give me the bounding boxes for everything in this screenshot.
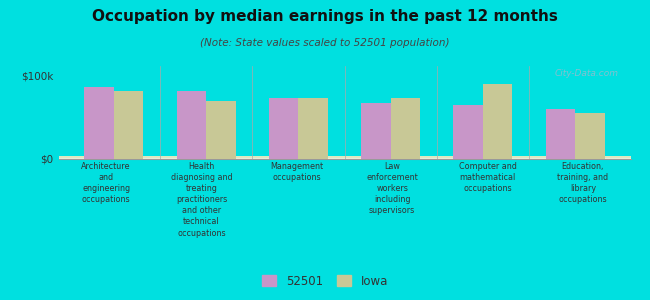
Bar <box>58 157 630 158</box>
Bar <box>58 156 630 158</box>
Bar <box>575 113 604 159</box>
Bar <box>58 157 630 158</box>
Bar <box>58 156 630 158</box>
Bar <box>58 157 630 158</box>
Text: Management
occupations: Management occupations <box>270 162 324 182</box>
Bar <box>58 158 630 159</box>
Bar <box>58 157 630 159</box>
Bar <box>58 157 630 158</box>
Bar <box>58 156 630 158</box>
Bar <box>391 98 420 159</box>
Bar <box>58 157 630 159</box>
Bar <box>58 157 630 159</box>
Text: City-Data.com: City-Data.com <box>555 69 619 78</box>
Bar <box>453 105 483 159</box>
Bar <box>58 157 630 158</box>
Bar <box>58 156 630 158</box>
Bar <box>58 156 630 158</box>
Bar <box>58 157 630 158</box>
Bar <box>58 156 630 158</box>
Bar <box>58 157 630 159</box>
Bar <box>58 156 630 158</box>
Bar <box>58 157 630 158</box>
Bar <box>58 157 630 158</box>
Bar <box>545 109 575 159</box>
Bar <box>58 157 630 159</box>
Bar <box>58 157 630 158</box>
Bar <box>58 156 630 158</box>
Text: (Note: State values scaled to 52501 population): (Note: State values scaled to 52501 popu… <box>200 38 450 47</box>
Bar <box>298 98 328 159</box>
Bar <box>58 156 630 158</box>
Bar <box>58 157 630 158</box>
Bar <box>206 101 236 159</box>
Bar <box>58 157 630 158</box>
Bar <box>58 157 630 159</box>
Bar <box>58 157 630 159</box>
Text: Computer and
mathematical
occupations: Computer and mathematical occupations <box>458 162 517 193</box>
Bar <box>483 84 512 159</box>
Bar <box>58 156 630 158</box>
Bar <box>58 156 630 158</box>
Bar <box>58 157 630 159</box>
Text: Law
enforcement
workers
including
supervisors: Law enforcement workers including superv… <box>367 162 418 215</box>
Bar <box>58 157 630 158</box>
Bar <box>58 157 630 159</box>
Bar <box>58 157 630 159</box>
Bar <box>58 157 630 158</box>
Bar <box>58 156 630 158</box>
Bar <box>58 156 630 158</box>
Bar <box>114 91 144 159</box>
Bar <box>58 158 630 159</box>
Bar <box>58 157 630 158</box>
Bar <box>58 156 630 158</box>
Text: Education,
training, and
library
occupations: Education, training, and library occupat… <box>557 162 608 204</box>
Bar <box>58 157 630 158</box>
Bar <box>58 157 630 158</box>
Bar <box>58 156 630 158</box>
Legend: 52501, Iowa: 52501, Iowa <box>259 271 391 291</box>
Bar <box>269 98 298 159</box>
Text: Architecture
and
engineering
occupations: Architecture and engineering occupations <box>81 162 131 204</box>
Bar <box>58 157 630 158</box>
Bar <box>58 157 630 158</box>
Bar <box>361 103 391 159</box>
Bar <box>58 156 630 158</box>
Text: Health
diagnosing and
treating
practitioners
and other
technical
occupations: Health diagnosing and treating practitio… <box>171 162 232 238</box>
Bar <box>58 157 630 158</box>
Bar <box>58 157 630 159</box>
Bar <box>58 157 630 158</box>
Bar <box>58 157 630 159</box>
Bar <box>58 156 630 158</box>
Bar <box>58 157 630 158</box>
Bar <box>84 87 114 159</box>
Bar <box>177 91 206 159</box>
Bar <box>58 158 630 159</box>
Bar <box>58 156 630 158</box>
Bar <box>58 156 630 158</box>
Text: Occupation by median earnings in the past 12 months: Occupation by median earnings in the pas… <box>92 9 558 24</box>
Bar <box>58 158 630 159</box>
Bar <box>58 157 630 159</box>
Bar <box>58 156 630 158</box>
Bar <box>58 156 630 158</box>
Bar <box>58 157 630 159</box>
